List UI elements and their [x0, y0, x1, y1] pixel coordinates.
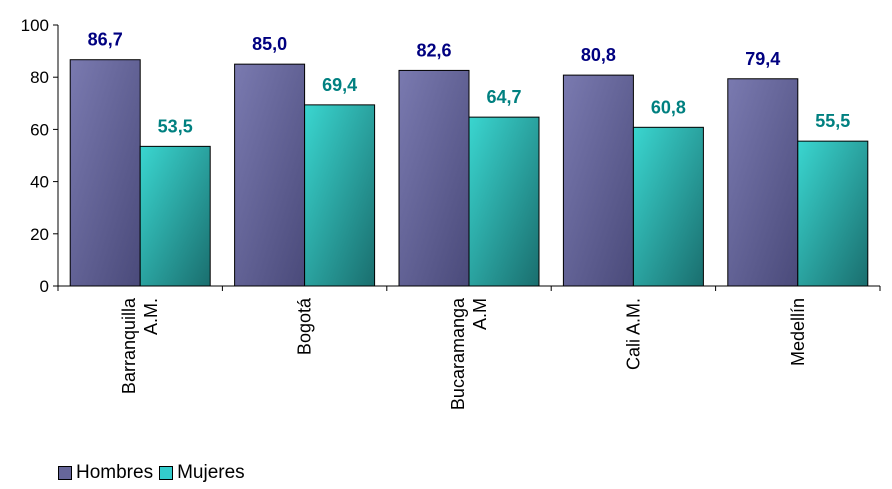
- bar-mujeres: [797, 140, 869, 287]
- category-label-line: Bucaramanga: [448, 297, 468, 410]
- legend-item-hombres: Hombres: [58, 462, 153, 484]
- bars: [69, 59, 869, 287]
- bar-hombres: [69, 59, 141, 287]
- y-tick-label: 60: [30, 120, 49, 139]
- y-tick-label: 80: [30, 68, 49, 87]
- data-label-hombres: 80,8: [581, 45, 616, 65]
- y-tick-label: 0: [40, 277, 49, 296]
- category-label-line: Medellín: [788, 298, 808, 366]
- data-label-mujeres: 60,8: [651, 97, 686, 117]
- category-label: Cali A.M.: [623, 298, 643, 370]
- y-tick-label: 20: [30, 225, 49, 244]
- legend-label-hombres: Hombres: [76, 462, 154, 483]
- legend-label-mujeres: Mujeres: [177, 462, 245, 483]
- y-tick-label: 100: [21, 16, 49, 35]
- data-label-mujeres: 64,7: [486, 87, 521, 107]
- category-label: Barranquilla A.M.: [119, 297, 161, 394]
- category-label-line: Barranquilla: [119, 297, 139, 394]
- data-label-hombres: 79,4: [745, 49, 780, 69]
- bar-hombres: [234, 63, 306, 287]
- data-label-hombres: 85,0: [252, 34, 287, 54]
- legend-item-mujeres: Mujeres: [159, 462, 245, 484]
- data-label-mujeres: 55,5: [815, 111, 850, 131]
- data-labels: 86,7 53,5 85,0 69,4 82,6 64,7 80,8 60,8 79,4 55,5: [88, 30, 851, 137]
- category-label: Bucaramanga A.M: [448, 297, 490, 410]
- category-labels: Barranquilla A.M. Bogotá Bucaramanga A.M Cali…: [119, 297, 808, 410]
- legend-swatch-hombres: [58, 466, 72, 480]
- data-label-hombres: 82,6: [416, 40, 451, 60]
- category-label-line: Cali A.M.: [623, 298, 643, 370]
- category-label: Medellín: [788, 298, 808, 366]
- data-label-mujeres: 53,5: [158, 116, 193, 136]
- bar-hombres: [562, 74, 634, 287]
- bar-hombres: [398, 69, 470, 287]
- legend: Hombres Mujeres: [58, 462, 251, 484]
- category-label-line: A.M.: [141, 298, 161, 335]
- y-tick-label: 40: [30, 173, 49, 192]
- legend-swatch-mujeres: [159, 466, 174, 480]
- category-label: Bogotá: [295, 297, 315, 355]
- bar-mujeres: [304, 104, 376, 287]
- data-label-hombres: 86,7: [88, 30, 123, 50]
- bar-mujeres: [468, 116, 540, 287]
- data-label-mujeres: 69,4: [322, 75, 357, 95]
- category-label-line: Bogotá: [295, 297, 315, 355]
- bar-mujeres: [139, 145, 211, 287]
- bar-mujeres: [632, 126, 704, 287]
- bar-hombres: [727, 78, 799, 287]
- category-label-line: A.M: [470, 298, 490, 330]
